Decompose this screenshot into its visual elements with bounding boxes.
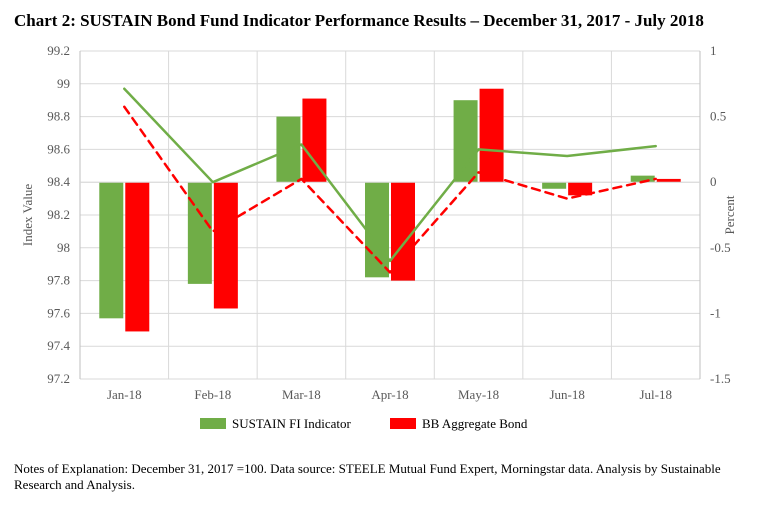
svg-text:1: 1 — [710, 43, 717, 58]
svg-text:98.2: 98.2 — [47, 207, 70, 222]
svg-text:97.6: 97.6 — [47, 306, 70, 321]
svg-text:Index Value: Index Value — [20, 184, 35, 246]
page: Chart 2: SUSTAIN Bond Fund Indicator Per… — [0, 0, 760, 522]
svg-text:Percent: Percent — [722, 195, 737, 234]
svg-text:98.4: 98.4 — [47, 174, 70, 189]
svg-text:-1: -1 — [710, 306, 721, 321]
svg-text:98.6: 98.6 — [47, 142, 70, 157]
svg-text:99.2: 99.2 — [47, 43, 70, 58]
chart-svg: 97.2 97.4 97.6 97.8 98 98.2 98.4 98.6 98.8 99 99.2… — [14, 37, 746, 457]
svg-text:May-18: May-18 — [458, 387, 499, 402]
svg-text:Jan-18: Jan-18 — [107, 387, 142, 402]
svg-text:Mar-18: Mar-18 — [282, 387, 321, 402]
svg-text:98: 98 — [57, 240, 70, 255]
svg-text:Feb-18: Feb-18 — [194, 387, 231, 402]
svg-text:Jun-18: Jun-18 — [549, 387, 584, 402]
svg-text:0.5: 0.5 — [710, 109, 726, 124]
svg-text:98.8: 98.8 — [47, 109, 70, 124]
svg-text:-1.5: -1.5 — [710, 371, 731, 386]
svg-text:97.4: 97.4 — [47, 338, 70, 353]
svg-text:Apr-18: Apr-18 — [371, 387, 408, 402]
chart-container: 97.2 97.4 97.6 97.8 98 98.2 98.4 98.6 98.8 99 99.2… — [14, 37, 746, 457]
svg-text:99: 99 — [57, 76, 70, 91]
chart-title: Chart 2: SUSTAIN Bond Fund Indicator Per… — [14, 10, 746, 31]
svg-text:BB Aggregate Bond: BB Aggregate Bond — [422, 416, 528, 431]
svg-text:Jul-18: Jul-18 — [639, 387, 672, 402]
footnote-text: Notes of Explanation: December 31, 2017 … — [14, 461, 746, 492]
svg-text:97.8: 97.8 — [47, 273, 70, 288]
svg-text:97.2: 97.2 — [47, 371, 70, 386]
svg-text:0: 0 — [710, 174, 717, 189]
svg-text:SUSTAIN FI Indicator: SUSTAIN FI Indicator — [232, 416, 352, 431]
svg-text:-0.5: -0.5 — [710, 240, 731, 255]
